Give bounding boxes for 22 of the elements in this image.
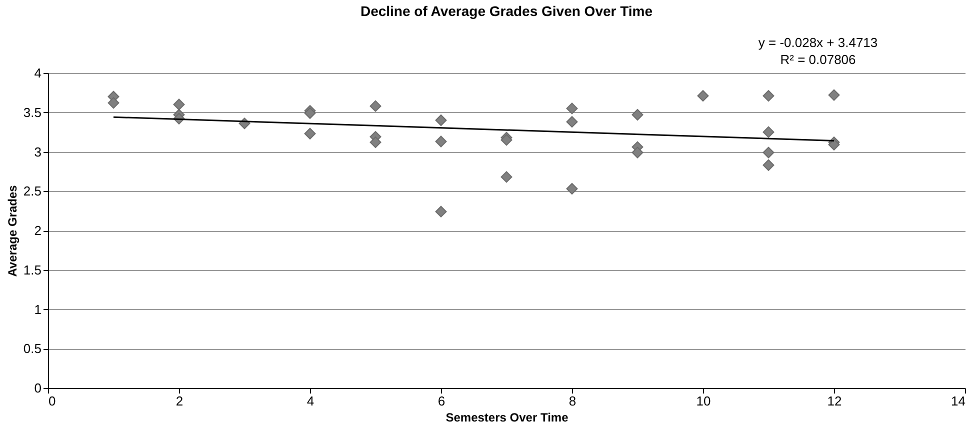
x-tick-label: 12: [827, 394, 842, 408]
x-tick-label: 4: [306, 394, 314, 408]
y-tick-label: 0: [34, 380, 42, 396]
y-tick-label: 3.5: [23, 104, 42, 120]
x-axis-title: Semesters Over Time: [446, 410, 569, 424]
y-tick-label: 4: [34, 66, 42, 80]
x-tick-label: 2: [176, 394, 184, 408]
x-tick-label: 6: [438, 394, 446, 408]
x-tick-label: 14: [951, 394, 966, 408]
x-tick-label: 0: [48, 394, 56, 408]
y-tick-label: 1: [34, 302, 42, 317]
y-tick-label: 2: [34, 223, 42, 238]
y-tick-label: 0.5: [23, 341, 42, 356]
x-tick-label: 10: [696, 394, 711, 408]
text: R² = 0.07806: [780, 52, 856, 67]
y-tick-label: 2.5: [23, 184, 42, 199]
y-axis-title: Average Grades: [5, 184, 20, 277]
y-tick-label: 1.5: [23, 262, 42, 278]
chart-title: Decline of Average Grades Given Over Time: [360, 3, 653, 19]
y-tick-label: 3: [34, 144, 42, 160]
text: y = -0.028x + 3.4713: [758, 35, 878, 50]
x-tick-label: 8: [568, 394, 576, 408]
